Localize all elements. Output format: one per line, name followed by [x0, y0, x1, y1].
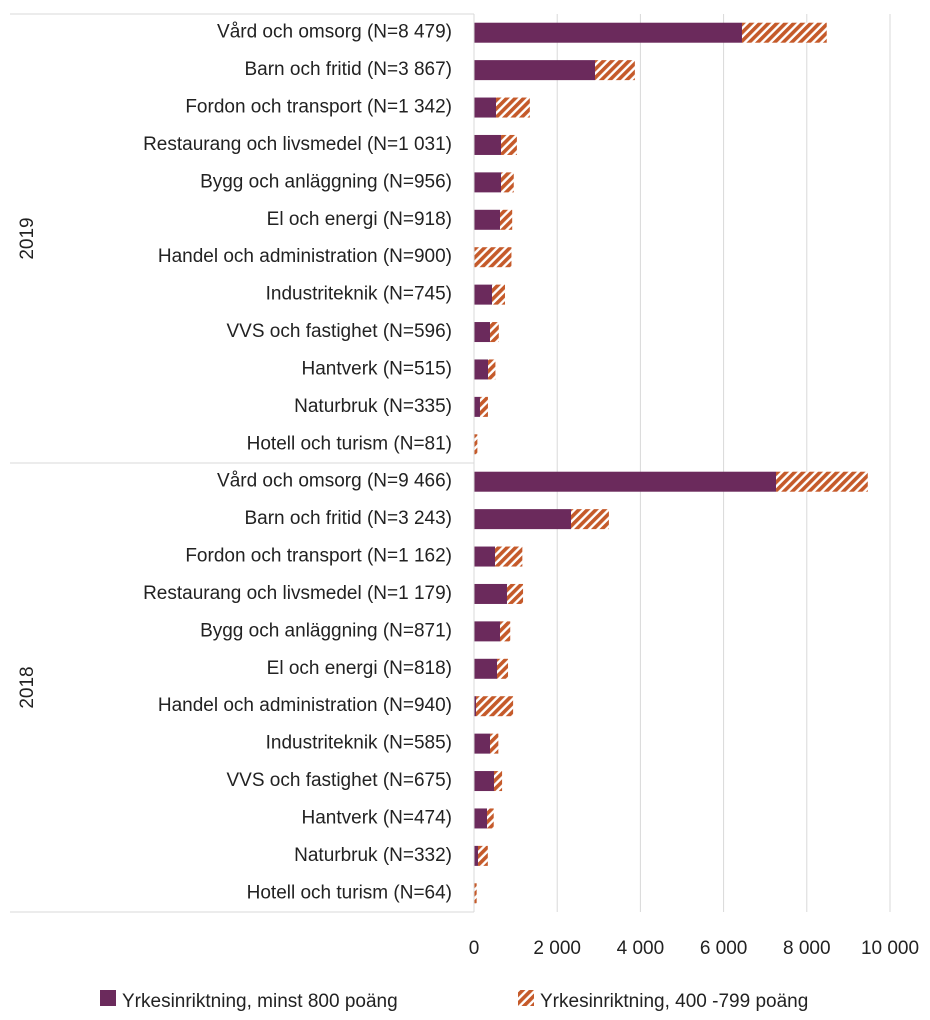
bar-segment: [488, 359, 496, 380]
bar-segment: [497, 658, 509, 679]
bar-segment: [474, 471, 777, 492]
y-tick-label: Restaurang och livsmedel (N=1 031): [143, 134, 452, 155]
y-tick-label: El och energi (N=918): [267, 209, 452, 230]
bar-segment: [479, 396, 488, 417]
y-tick-label: Naturbruk (N=332): [294, 845, 452, 866]
x-tick-label: 10 000: [861, 938, 919, 959]
bar-segment: [474, 509, 572, 530]
bar-segment: [474, 284, 493, 305]
bar-segment: [474, 658, 498, 679]
y-tick-label: Vård och omsorg (N=9 466): [217, 471, 452, 492]
bar-segment: [474, 696, 476, 717]
bar-segment: [500, 134, 517, 155]
group-label: 2019: [17, 217, 38, 259]
y-tick-label: Barn och fritid (N=3 243): [244, 508, 452, 529]
bar-segment: [776, 471, 868, 492]
bar-segment: [474, 134, 501, 155]
bar-segment: [490, 322, 499, 343]
bar-segment: [495, 546, 523, 567]
y-tick-label: Hantverk (N=515): [302, 358, 452, 379]
x-tick-label: 2 000: [533, 938, 581, 959]
bar-segment: [474, 247, 512, 268]
legend-swatch: [518, 990, 534, 1006]
y-tick-label: Industriteknik (N=585): [266, 733, 452, 754]
bar-segment: [506, 583, 524, 604]
bar-segment: [487, 808, 494, 829]
bar-segment: [474, 621, 500, 642]
bar-segment: [494, 771, 503, 792]
bar-segment: [474, 60, 596, 81]
y-tick-label: VVS och fastighet (N=596): [227, 321, 453, 342]
bar-segment: [474, 209, 500, 230]
bar-segment: [477, 845, 488, 866]
y-tick-label: Handel och administration (N=900): [158, 246, 452, 267]
bar-segment: [474, 322, 491, 343]
bar-segment: [474, 396, 480, 417]
y-tick-label: Vård och omsorg (N=8 479): [217, 22, 452, 43]
bar-segment: [474, 733, 491, 754]
bar-segment: [571, 509, 609, 530]
x-tick-label: 8 000: [783, 938, 831, 959]
bar-segment: [492, 284, 505, 305]
bar-segment: [474, 172, 501, 193]
legend-label: Yrkesinriktning, minst 800 poäng: [122, 991, 398, 1012]
legend-swatch: [100, 990, 116, 1006]
y-tick-label: Industriteknik (N=745): [266, 284, 452, 305]
y-tick-label: Fordon och transport (N=1 342): [185, 97, 452, 118]
bar-segment: [496, 97, 530, 118]
y-tick-label: Fordon och transport (N=1 162): [185, 546, 452, 567]
y-tick-label: VVS och fastighet (N=675): [227, 770, 453, 791]
x-tick-label: 4 000: [617, 938, 665, 959]
bar-segment: [500, 209, 513, 230]
bar-segment: [474, 808, 488, 829]
bar-segment: [595, 60, 635, 81]
y-tick-label: Hotell och turism (N=64): [247, 882, 452, 903]
bar-segment: [474, 583, 507, 604]
group-label: 2018: [17, 666, 38, 708]
bar-segment: [474, 883, 477, 904]
y-tick-label: Restaurang och livsmedel (N=1 179): [143, 583, 452, 604]
x-tick-label: 0: [469, 938, 480, 959]
y-tick-label: El och energi (N=818): [267, 658, 452, 679]
bar-segment: [500, 621, 511, 642]
x-tick-label: 6 000: [700, 938, 748, 959]
bar-segment: [474, 546, 496, 567]
bar-segment: [474, 97, 497, 118]
bar-segment: [474, 22, 742, 43]
y-tick-label: Hotell och turism (N=81): [247, 433, 452, 454]
bar-segment: [474, 771, 495, 792]
y-tick-label: Barn och fritid (N=3 867): [244, 59, 452, 80]
bar-segment: [490, 733, 499, 754]
y-tick-label: Bygg och anläggning (N=956): [200, 171, 452, 192]
bar-segment: [500, 172, 514, 193]
y-tick-label: Hantverk (N=474): [302, 807, 452, 828]
legend-label: Yrkesinriktning, 400 -799 poäng: [540, 991, 808, 1012]
bar-segment: [474, 434, 478, 455]
y-tick-label: Bygg och anläggning (N=871): [200, 620, 452, 641]
y-tick-label: Handel och administration (N=940): [158, 695, 452, 716]
bar-segment: [741, 22, 827, 43]
bar-segment: [474, 359, 489, 380]
bar-segment: [474, 845, 478, 866]
y-tick-label: Naturbruk (N=335): [294, 396, 452, 417]
bar-segment: [475, 696, 514, 717]
